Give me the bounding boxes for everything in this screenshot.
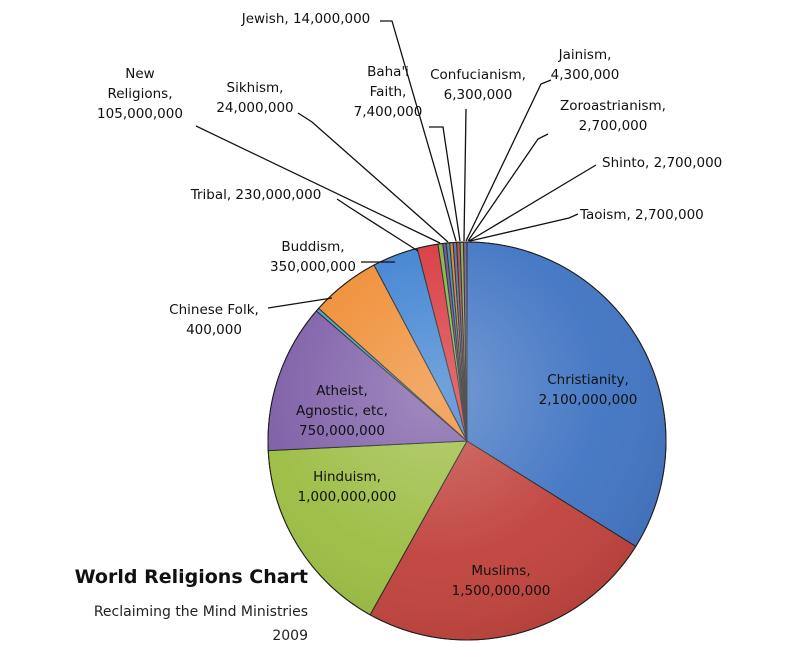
leader-line-shinto [468,164,597,242]
data-label-zoroastrianism: Zoroastrianism, 2,700,000 [560,98,666,134]
data-label-jewish: Jewish, 14,000,000 [241,11,371,27]
data-label-baha-i-faith: Baha'i Faith, 7,400,000 [354,64,423,120]
data-label-shinto: Shinto, 2,700,000 [602,155,722,171]
chart-title: World Religions Chart [74,566,308,588]
data-label-muslims: Muslims, 1,500,000,000 [452,563,551,599]
data-label-jainism: Jainism, 4,300,000 [551,47,620,83]
leader-line-jainism [465,79,552,242]
leader-line-baha-i-faith [429,126,461,242]
leader-line-confucianism [463,108,467,242]
data-label-chinese-folk: Chinese Folk, 400,000 [169,302,259,338]
data-label-tribal: Tribal, 230,000,000 [190,187,322,203]
data-label-atheist-agnostic-etc: Atheist, Agnostic, etc, 750,000,000 [296,383,388,439]
data-label-buddism: Buddism, 350,000,000 [270,239,356,275]
leader-line-new-religions [195,125,441,244]
data-label-confucianism: Confucianism, 6,300,000 [430,67,526,103]
data-label-christianity: Christianity, 2,100,000,000 [539,372,638,408]
leader-line-chinese-folk [267,297,333,309]
chart-year: 2009 [272,628,308,644]
leader-line-tribal [336,198,419,252]
chart-subtitle: Reclaiming the Mind Ministries [93,604,308,620]
data-label-sikhism: Sikhism, 24,000,000 [216,80,293,116]
data-label-new-religions: New Religions, 105,000,000 [97,66,183,122]
leader-line-sikhism [297,112,449,243]
leader-line-taoism [469,213,579,242]
data-label-hinduism: Hinduism, 1,000,000,000 [298,469,397,505]
leader-line-zoroastrianism [467,133,549,242]
data-label-taoism: Taoism, 2,700,000 [579,207,704,223]
leader-line-jewish [380,20,457,242]
